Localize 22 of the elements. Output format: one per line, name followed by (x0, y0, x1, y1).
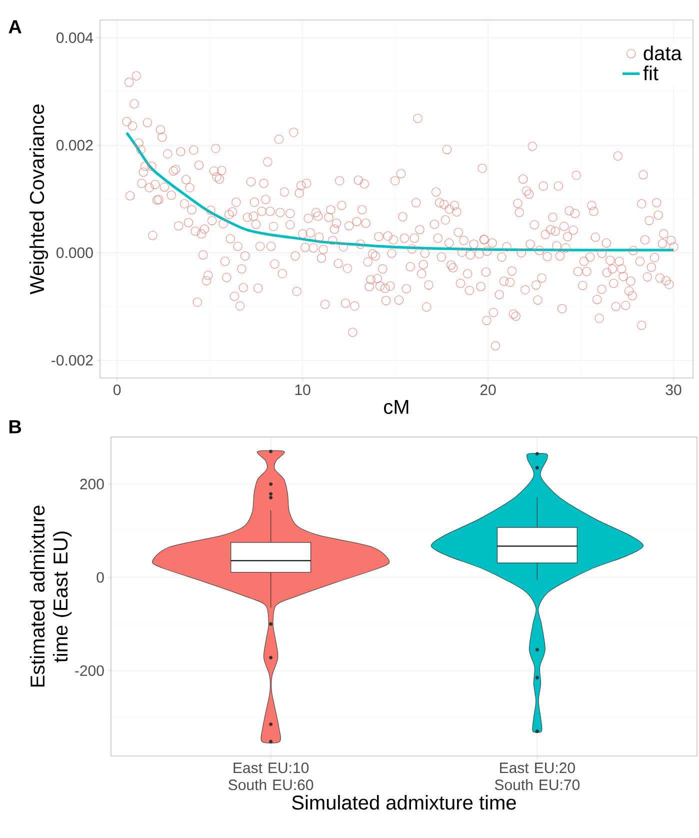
text: B (9, 420, 22, 434)
x-tick-label: 10 (295, 384, 310, 396)
x-tick-label: 30 (666, 384, 682, 396)
x-tick-label: East EU:10 South EU:60 (228, 762, 314, 790)
y-tick-label: -200 (75, 665, 104, 676)
text: A (8, 20, 22, 34)
x-axis-title: cM (384, 400, 408, 414)
legend-label: data (644, 46, 682, 60)
y-tick-label: 0.004 (56, 32, 94, 44)
x-tick-label: East EU:20 South EU:70 (494, 762, 580, 790)
x-tick-label: 20 (480, 384, 496, 396)
y-tick-label: 0 (96, 572, 104, 583)
legend-label: fit (643, 66, 658, 80)
y-axis-title: Estimated admixture time (East EU) (30, 506, 72, 687)
y-axis-title: Weighted Covariance (29, 104, 48, 294)
y-tick-label: 200 (80, 478, 104, 490)
y-tick-label: 0.002 (56, 140, 93, 151)
y-tick-label: 0.000 (56, 247, 93, 258)
y-tick-label: -0.002 (52, 354, 93, 366)
x-tick-label: 0 (113, 384, 121, 396)
line-series (125, 132, 675, 252)
x-axis-title: Simulated admixture time (292, 795, 516, 810)
